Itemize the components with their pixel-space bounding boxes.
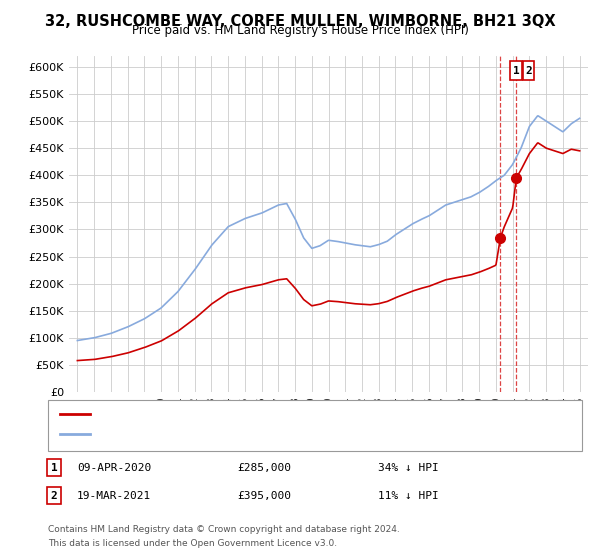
FancyBboxPatch shape	[523, 62, 535, 81]
Text: This data is licensed under the Open Government Licence v3.0.: This data is licensed under the Open Gov…	[48, 539, 337, 548]
Text: 19-MAR-2021: 19-MAR-2021	[77, 491, 151, 501]
Text: 32, RUSHCOMBE WAY, CORFE MULLEN, WIMBORNE, BH21 3QX: 32, RUSHCOMBE WAY, CORFE MULLEN, WIMBORN…	[44, 14, 556, 29]
Text: 34% ↓ HPI: 34% ↓ HPI	[377, 463, 439, 473]
Text: HPI: Average price, detached house, Dorset: HPI: Average price, detached house, Dors…	[96, 429, 323, 439]
Text: £395,000: £395,000	[237, 491, 291, 501]
Text: Contains HM Land Registry data © Crown copyright and database right 2024.: Contains HM Land Registry data © Crown c…	[48, 525, 400, 534]
Text: 1: 1	[512, 66, 520, 76]
Text: 11% ↓ HPI: 11% ↓ HPI	[377, 491, 439, 501]
Text: 32, RUSHCOMBE WAY, CORFE MULLEN, WIMBORNE, BH21 3QX (detached house): 32, RUSHCOMBE WAY, CORFE MULLEN, WIMBORN…	[96, 409, 516, 419]
Text: £285,000: £285,000	[237, 463, 291, 473]
FancyBboxPatch shape	[510, 62, 522, 81]
Text: 2: 2	[50, 491, 58, 501]
Text: Price paid vs. HM Land Registry's House Price Index (HPI): Price paid vs. HM Land Registry's House …	[131, 24, 469, 37]
Text: 1: 1	[50, 463, 58, 473]
Text: 09-APR-2020: 09-APR-2020	[77, 463, 151, 473]
Text: 2: 2	[525, 66, 532, 76]
